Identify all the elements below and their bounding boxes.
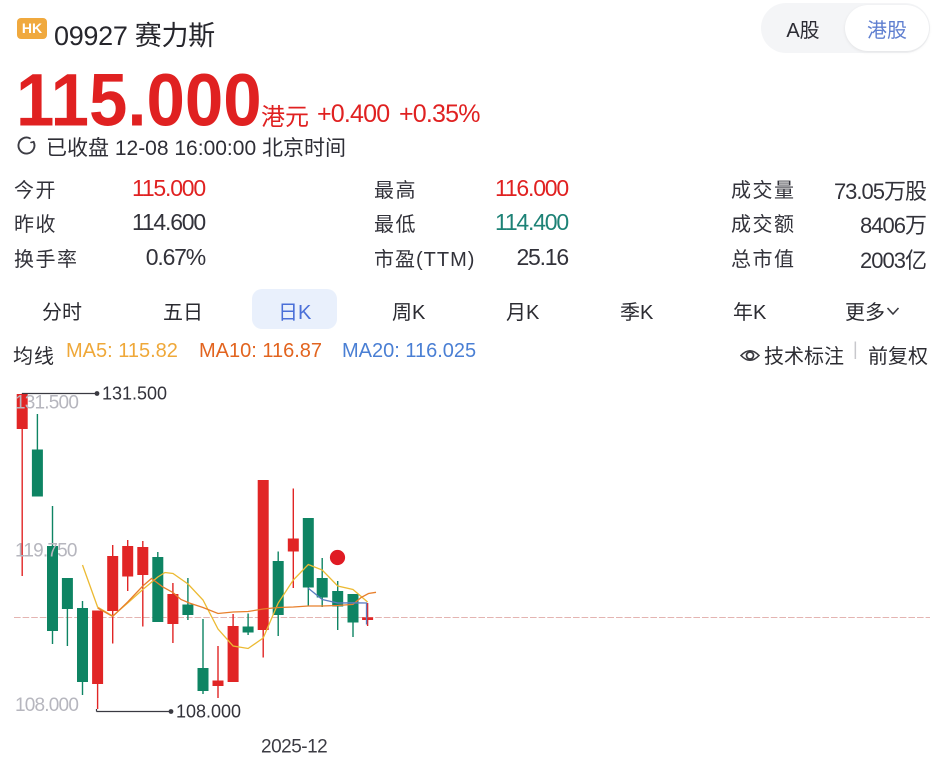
svg-text:131.500: 131.500 bbox=[102, 384, 167, 404]
svg-text:2025-12: 2025-12 bbox=[261, 737, 327, 758]
svg-text:119.750: 119.750 bbox=[15, 541, 77, 562]
svg-text:108.000: 108.000 bbox=[176, 702, 241, 722]
svg-text:108.000: 108.000 bbox=[15, 695, 78, 716]
svg-text:131.500: 131.500 bbox=[15, 393, 78, 414]
